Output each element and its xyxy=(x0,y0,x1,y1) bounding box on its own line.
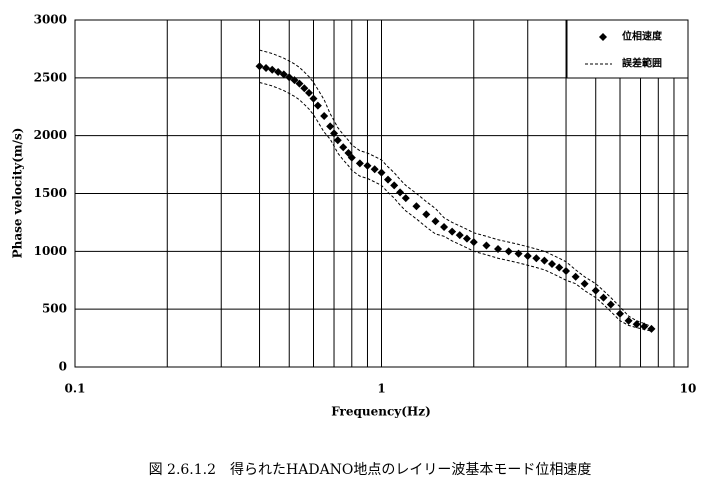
y-tick-label: 3000 xyxy=(34,13,67,27)
error-bound-line xyxy=(259,49,652,327)
data-point xyxy=(262,64,271,73)
legend-box xyxy=(566,19,689,79)
caption: 図 2.6.1.2 得られたHADANO地点のレイリー波基本モード位相速度 xyxy=(149,461,592,478)
data-point xyxy=(370,165,379,174)
data-point xyxy=(580,279,589,288)
data-point xyxy=(562,266,571,275)
data-point xyxy=(333,136,342,145)
data-point xyxy=(290,76,299,85)
data-point xyxy=(455,231,464,240)
data-point xyxy=(632,320,641,329)
data-point xyxy=(571,272,580,281)
data-point xyxy=(606,300,615,309)
data-point xyxy=(448,227,457,236)
error-bound-line xyxy=(259,81,652,332)
data-point xyxy=(347,153,356,162)
x-tick-label: 10 xyxy=(680,382,697,396)
y-axis-label: Phase velocity(m/s) xyxy=(11,128,25,259)
data-point xyxy=(255,62,264,71)
data-point xyxy=(401,194,410,203)
data-point xyxy=(309,94,318,103)
data-point xyxy=(532,254,541,263)
y-tick-label: 2500 xyxy=(34,70,67,84)
data-point xyxy=(300,84,309,93)
y-tick-label: 1000 xyxy=(34,244,67,258)
x-axis-label: Frequency(Hz) xyxy=(331,405,431,419)
data-point xyxy=(383,175,392,184)
data-point xyxy=(390,181,399,190)
legend-swatch xyxy=(599,33,607,41)
data-point xyxy=(268,65,277,74)
data-point xyxy=(377,168,386,177)
data-point xyxy=(548,260,557,269)
data-point xyxy=(482,241,491,250)
y-tick-label: 0 xyxy=(59,360,67,374)
data-point xyxy=(504,247,513,256)
y-tick-label: 2000 xyxy=(34,128,67,142)
data-point xyxy=(304,88,313,97)
data-point xyxy=(339,143,348,152)
y-tick-label: 1500 xyxy=(34,186,67,200)
data-point xyxy=(431,217,440,226)
data-point xyxy=(313,101,322,110)
data-point xyxy=(523,251,532,260)
data-point xyxy=(591,286,600,295)
data-point xyxy=(326,122,335,131)
data-point xyxy=(412,202,421,211)
data-point xyxy=(295,79,304,88)
data-point xyxy=(624,316,633,325)
data-point xyxy=(396,188,405,197)
data-point xyxy=(320,112,329,121)
data-point xyxy=(599,293,608,302)
data-point xyxy=(355,159,364,168)
x-tick-label: 0.1 xyxy=(65,382,86,396)
legend-label: 位相速度 xyxy=(622,30,663,43)
x-tick-label: 1 xyxy=(377,382,385,396)
data-point xyxy=(330,129,339,138)
y-tick-label: 500 xyxy=(42,302,67,316)
data-point xyxy=(616,309,625,318)
data-point xyxy=(540,256,549,265)
data-point xyxy=(285,73,294,82)
data-point xyxy=(494,245,503,254)
data-point xyxy=(469,238,478,247)
data-point xyxy=(422,210,431,219)
data-point xyxy=(279,70,288,79)
data-point xyxy=(555,263,564,272)
legend-label: 誤差範囲 xyxy=(622,57,662,70)
data-point xyxy=(440,223,449,232)
data-point xyxy=(514,249,523,258)
data-point xyxy=(363,161,372,170)
data-point xyxy=(462,234,471,243)
